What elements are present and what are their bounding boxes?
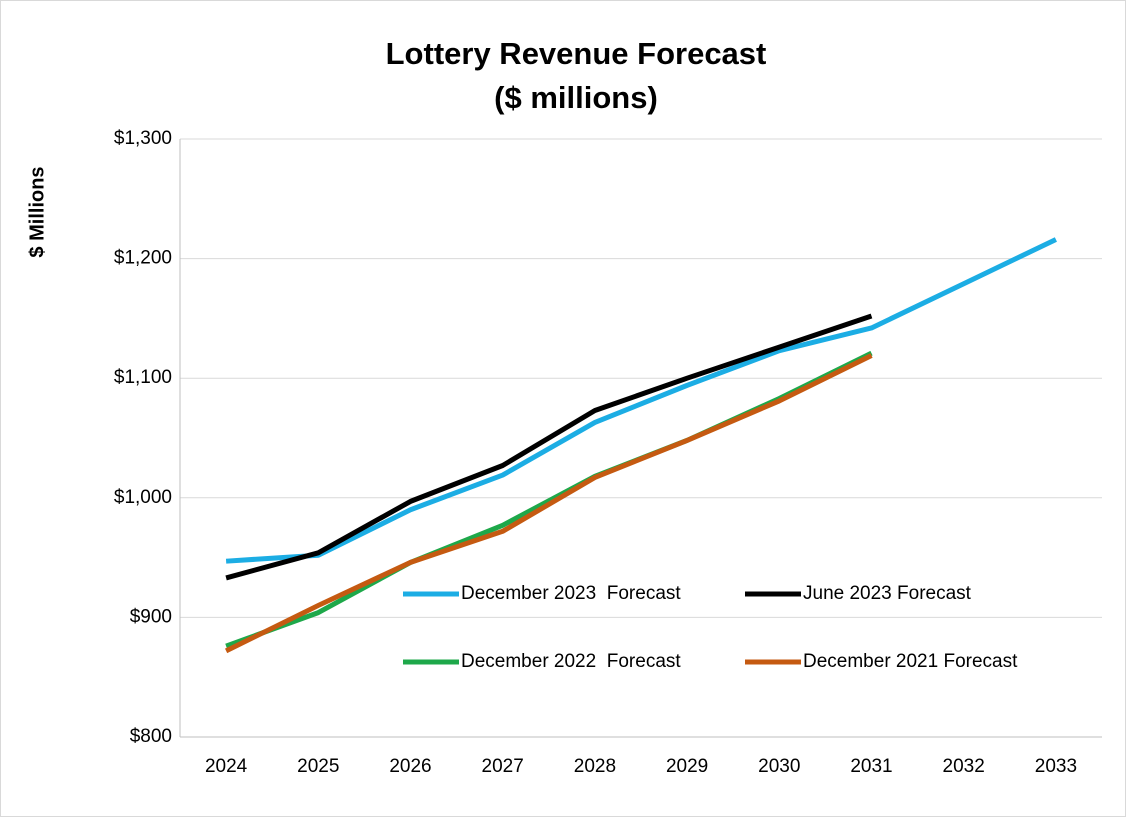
y-axis-label: $ Millions bbox=[26, 166, 48, 257]
legend-label: December 2023 Forecast bbox=[461, 583, 681, 604]
series-line bbox=[224, 353, 873, 654]
chart-title: Lottery Revenue Forecast bbox=[386, 36, 767, 71]
series-line bbox=[225, 313, 873, 581]
x-tick-label: 2025 bbox=[297, 756, 339, 777]
x-tick-label: 2029 bbox=[666, 756, 708, 777]
x-tick-label: 2027 bbox=[482, 756, 524, 777]
x-tick-label: 2033 bbox=[1035, 756, 1077, 777]
y-tick-label: $900 bbox=[130, 606, 172, 627]
legend-label: December 2021 Forecast bbox=[803, 651, 1018, 672]
series-line bbox=[225, 237, 1057, 564]
y-tick-label: $1,100 bbox=[114, 367, 172, 388]
y-tick-label: $1,200 bbox=[114, 248, 172, 269]
x-tick-label: 2031 bbox=[850, 756, 892, 777]
y-tick-label: $800 bbox=[130, 726, 172, 747]
x-tick-label: 2026 bbox=[389, 756, 431, 777]
legend-label: December 2022 Forecast bbox=[461, 651, 681, 672]
legend-label: June 2023 Forecast bbox=[803, 583, 972, 604]
x-tick-label: 2028 bbox=[574, 756, 616, 777]
chart-subtitle: ($ millions) bbox=[494, 80, 658, 115]
y-tick-label: $1,000 bbox=[114, 487, 172, 508]
y-tick-label: $1,300 bbox=[114, 128, 172, 149]
x-tick-label: 2030 bbox=[758, 756, 800, 777]
x-tick-label: 2032 bbox=[943, 756, 985, 777]
x-tick-label: 2024 bbox=[205, 756, 248, 777]
